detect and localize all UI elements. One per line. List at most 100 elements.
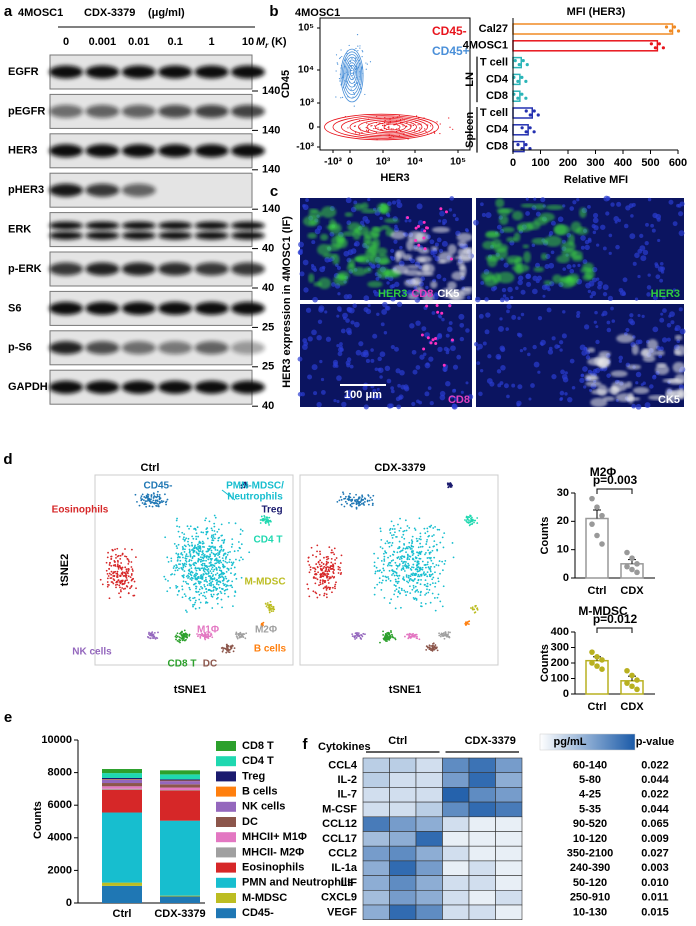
tsne-point	[204, 580, 206, 582]
tsne-point	[213, 589, 215, 591]
tsne-point	[196, 586, 198, 588]
event	[389, 137, 390, 138]
nucleus	[660, 313, 663, 316]
p-value: 0.022	[641, 789, 669, 801]
event	[400, 122, 401, 123]
marker-label: 25	[262, 321, 274, 333]
tsne-point	[240, 529, 242, 531]
heat-cell	[390, 876, 417, 891]
blot-band	[85, 66, 119, 79]
ck5-signal	[448, 244, 457, 254]
tsne-point	[204, 556, 206, 558]
tsne-point	[417, 582, 419, 584]
her3-signal	[501, 227, 514, 233]
tsne-point	[113, 572, 115, 574]
event	[394, 124, 395, 125]
tsne-point	[403, 538, 405, 540]
dot	[533, 109, 536, 112]
tsne-point	[396, 551, 398, 553]
nucleus	[403, 384, 408, 389]
tsne-point	[153, 637, 155, 639]
tsne-point	[196, 532, 198, 534]
tsne-point	[417, 575, 419, 577]
tsne-point	[317, 571, 319, 573]
dot	[624, 550, 630, 556]
her3-signal	[321, 206, 336, 218]
tsne-point	[404, 591, 406, 593]
tsne-point	[143, 499, 145, 501]
tsne-point	[403, 590, 405, 592]
heat-cell	[443, 846, 470, 861]
event	[354, 126, 355, 127]
nucleus	[572, 200, 576, 204]
ck5-signal	[627, 364, 641, 369]
tsne-point	[208, 545, 210, 547]
tsne-point	[213, 539, 215, 541]
tsne-point	[414, 579, 416, 581]
tsne-point	[369, 500, 371, 502]
nucleus	[615, 245, 620, 250]
blot-band	[231, 232, 265, 240]
tsne-point	[159, 498, 161, 500]
nucleus	[306, 308, 311, 313]
tsne-point	[376, 567, 378, 569]
tsne-point	[334, 547, 336, 549]
event	[359, 60, 360, 61]
ck5-signal	[586, 376, 599, 380]
tsne-point	[130, 576, 132, 578]
tsne-point	[397, 596, 399, 598]
tsne-point	[397, 582, 399, 584]
nucleus	[372, 334, 377, 339]
nucleus	[437, 333, 442, 338]
event	[390, 121, 391, 122]
tsne-point	[113, 579, 115, 581]
event	[351, 75, 352, 76]
nucleus	[440, 391, 445, 396]
nucleus	[311, 330, 317, 336]
nucleus	[588, 239, 592, 243]
tsne-point	[181, 585, 183, 587]
blot-band	[231, 105, 265, 118]
tsne-point	[425, 593, 427, 595]
tsne-point	[112, 575, 114, 577]
merged-label: CK5	[437, 288, 459, 300]
tsne-point	[411, 566, 413, 568]
heat-cell	[363, 758, 390, 773]
nucleus	[517, 280, 522, 285]
blot-band	[85, 341, 119, 354]
nucleus	[554, 344, 559, 349]
nucleus	[499, 317, 502, 320]
event	[347, 82, 348, 83]
heat-cell	[363, 787, 390, 802]
marker-label: 40	[262, 282, 274, 294]
tsne-point	[327, 558, 329, 560]
event	[355, 60, 356, 61]
event	[365, 62, 366, 63]
tsne-point	[114, 564, 116, 566]
nucleus	[435, 243, 439, 247]
tsne-point	[165, 504, 167, 506]
tsne-point	[197, 567, 199, 569]
tsne-point	[120, 567, 122, 569]
nucleus	[633, 262, 637, 266]
event	[354, 94, 355, 95]
tsne-point	[356, 499, 358, 501]
dot	[658, 42, 661, 45]
tsne-point	[176, 547, 178, 549]
tsne-point	[385, 635, 387, 637]
tsne-point	[202, 557, 204, 559]
nucleus	[393, 240, 397, 244]
nucleus	[562, 333, 567, 338]
cd8-signal	[422, 348, 425, 351]
tsne-point	[204, 567, 206, 569]
nucleus	[396, 199, 401, 204]
event	[337, 62, 338, 63]
tsne-point	[308, 596, 310, 598]
tsne-point	[416, 538, 418, 540]
tsne-point	[204, 571, 206, 573]
tsne-point	[320, 583, 322, 585]
her3-signal	[565, 277, 578, 286]
heat-cell	[390, 890, 417, 905]
cd8-signal	[425, 304, 428, 307]
nucleus	[520, 349, 523, 352]
